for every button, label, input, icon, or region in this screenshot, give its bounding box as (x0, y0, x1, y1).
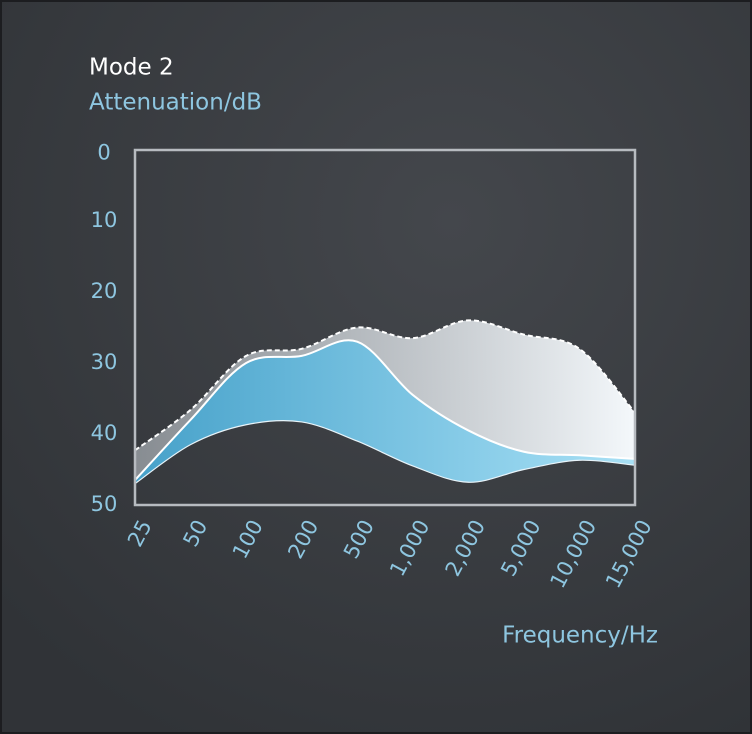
y-tick-label: 10 (91, 208, 118, 232)
y-tick-label: 0 (97, 141, 110, 165)
band-area (135, 340, 635, 484)
y-tick-label: 40 (91, 421, 118, 445)
band-top-line (134, 319, 636, 452)
plot-frame (133, 148, 637, 507)
band-top-line (134, 339, 636, 481)
plot-area (134, 319, 636, 485)
chart-title: Mode 2 (89, 55, 174, 81)
y-tick-label: 30 (91, 350, 118, 374)
y-tick-label: 50 (91, 492, 118, 516)
band-bottom-line (134, 420, 636, 485)
x-axis-label: Frequency/Hz (502, 623, 658, 649)
y-tick-label: 20 (91, 279, 118, 303)
y-axis-label: Attenuation/dB (89, 90, 262, 116)
